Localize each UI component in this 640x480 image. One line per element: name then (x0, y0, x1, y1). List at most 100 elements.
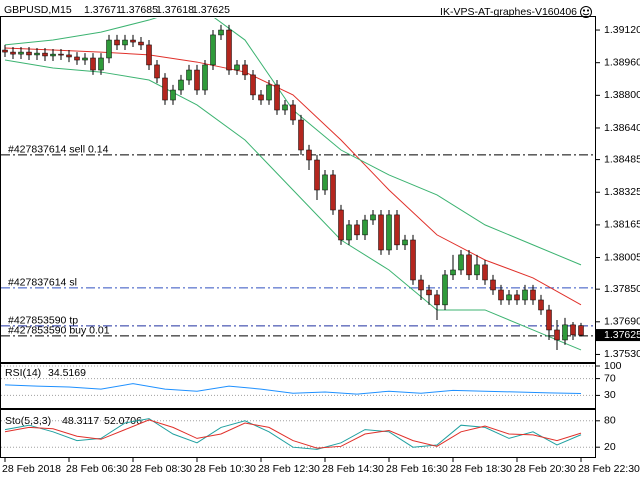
candle-body (18, 51, 24, 55)
x-tick-label: 28 Feb 22:30 (578, 463, 640, 475)
candle-body (322, 174, 328, 191)
y-tick-label: 1.37690 (604, 316, 640, 328)
y-tick-label: 70 (604, 372, 616, 384)
x-tick-label: 28 Feb 08:30 (130, 463, 192, 475)
y-tick-label: 1.38800 (604, 89, 640, 101)
order-label: #427853590 tp (8, 315, 78, 327)
candle-body (42, 52, 48, 57)
indicator-line (4, 383, 582, 395)
candle-body (202, 64, 208, 91)
candle-body (114, 39, 120, 46)
plot-area (4, 418, 582, 450)
main-panel-frame (0, 16, 596, 363)
x-tick-label: 28 Feb 06:30 (66, 463, 128, 475)
candle-body (242, 64, 248, 76)
candle-body (570, 324, 576, 336)
x-tick-label: 28 Feb 16:30 (386, 463, 448, 475)
plot-area (4, 383, 582, 395)
rsi-value: 34.5169 (48, 367, 86, 379)
last-low: 1.37618 (156, 4, 194, 16)
x-tick-label: 28 Feb 14:30 (322, 463, 384, 475)
x-tick-label: 28 Feb 18:30 (450, 463, 512, 475)
candle-body (434, 294, 440, 306)
order-label: #427837614 sell 0.14 (8, 144, 109, 156)
order-label: #427837614 sl (8, 277, 77, 289)
candle-body (138, 41, 144, 46)
candle-body (122, 39, 128, 46)
candle-body (330, 174, 336, 211)
candle-body (338, 209, 344, 241)
candle-body (250, 74, 256, 96)
candle-body (298, 119, 304, 151)
candle-body (74, 56, 80, 61)
indicator-line (4, 418, 582, 450)
y-tick-label: 1.37850 (604, 283, 640, 295)
y-tick-label: 1.37530 (604, 348, 640, 360)
candle-body (466, 254, 472, 276)
candle-body (234, 64, 240, 71)
candle-body (578, 325, 584, 336)
rsi-panel-frame (0, 363, 596, 409)
candle-body (378, 214, 384, 251)
candle-body (162, 77, 168, 101)
y-tick-label: 1.38640 (604, 122, 640, 134)
y-tick-label: 1.38485 (604, 153, 640, 165)
candle-body (290, 104, 296, 121)
smiley-icon (580, 6, 592, 18)
signature: IK-VPS-AT-graphes-V160406 (440, 6, 577, 18)
candle-body (194, 69, 200, 91)
order-label: #427853590 buy 0.01 (8, 325, 110, 337)
candle-body (66, 54, 72, 58)
candle-body (458, 254, 464, 271)
candle-body (522, 289, 528, 301)
x-tick-label: 28 Feb 12:30 (258, 463, 320, 475)
candle-body (170, 89, 176, 101)
candle-body (482, 264, 488, 281)
candle-body (506, 294, 512, 301)
y-tick-label: 100 (604, 360, 622, 372)
candle-body (258, 94, 264, 101)
candle-body (178, 79, 184, 91)
y-tick-label: 1.39120 (604, 24, 640, 36)
candle-body (450, 269, 456, 276)
x-tick-label: 28 Feb 2018 (2, 463, 61, 475)
sto-main-value: 48.3117 (62, 415, 99, 427)
y-tick-label: 1.38325 (604, 186, 640, 198)
candle-body (370, 214, 376, 221)
candle-body (98, 57, 104, 71)
candle-body (410, 239, 416, 281)
candle-body (490, 279, 496, 291)
candle-body (402, 239, 408, 246)
candle-body (354, 224, 360, 236)
candle-body (282, 104, 288, 111)
candle-body (546, 309, 552, 331)
candle-body (306, 149, 312, 161)
candle-body (210, 34, 216, 66)
candle-body (362, 219, 368, 236)
candle-body (50, 53, 56, 57)
candle-body (106, 39, 112, 59)
candle-body (90, 57, 96, 71)
candle-body (130, 39, 136, 43)
candle-body (226, 29, 232, 71)
candle-body (26, 51, 32, 56)
candle-body (514, 294, 520, 301)
candle-body (154, 64, 160, 79)
candle-body (2, 49, 8, 53)
candle-body (442, 274, 448, 306)
candle-body (538, 299, 544, 311)
price-box (596, 329, 640, 342)
sto-signal-value: 52.0706 (104, 415, 142, 427)
indicator-line (4, 47, 582, 306)
candle-body (266, 84, 272, 101)
sto-panel-frame (0, 409, 596, 458)
candle-body (426, 289, 432, 296)
last-high: 1.37685 (120, 4, 158, 16)
y-tick-label: 80 (604, 415, 616, 427)
candle-body (474, 264, 480, 276)
x-tick-label: 28 Feb 10:30 (194, 463, 256, 475)
candle-body (498, 289, 504, 301)
